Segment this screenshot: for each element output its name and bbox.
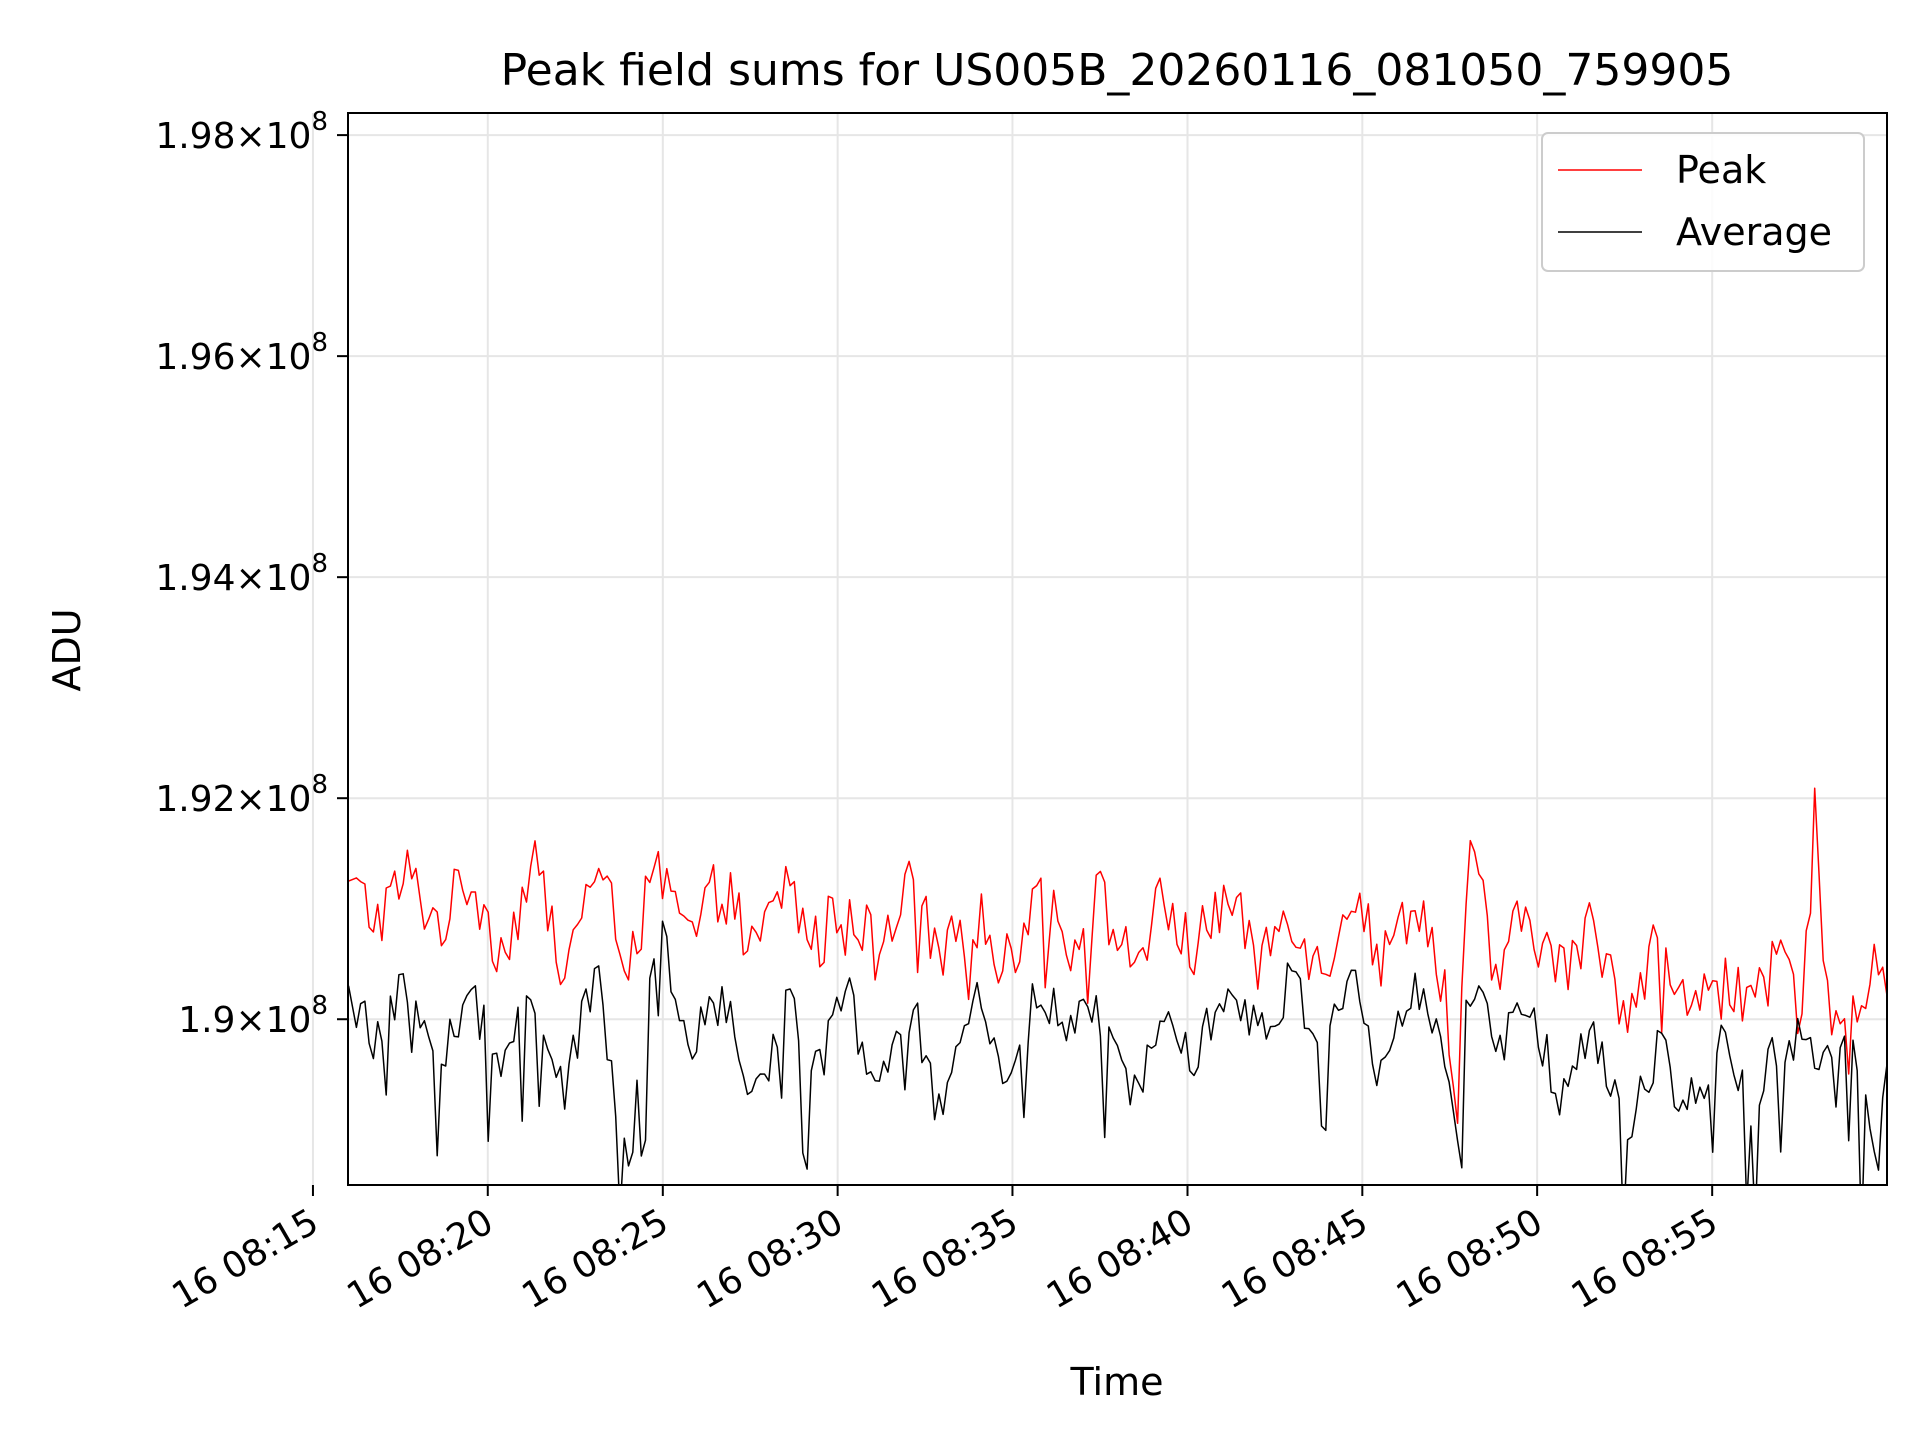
y-axis-label: ADU [45,608,89,691]
plot-frame [347,112,1888,1186]
y-tick-times: ×10 [235,337,311,378]
y-tick-mantissa: 1.92 [155,779,235,820]
series-group [348,787,1887,1185]
legend: Peak Average [1541,132,1865,272]
legend-box [1541,132,1865,272]
y-tick-times: ×10 [235,558,311,599]
y-tick-label: 1.94×108 [155,549,328,599]
y-tick-mantissa: 1.9 [178,1000,235,1041]
y-tick-exponent: 8 [311,107,328,137]
y-tick-exponent: 8 [311,770,328,800]
y-tick-exponent: 8 [311,328,328,358]
y-tick-mantissa: 1.98 [155,116,235,157]
y-tick-times: ×10 [235,116,311,157]
series-line-peak [348,787,1887,1125]
grid [311,113,1887,1185]
y-tick-times: ×10 [235,779,311,820]
y-tick-times: ×10 [235,1000,311,1041]
chart-title: Peak field sums for US005B_20260116_0810… [501,45,1734,96]
y-tick-label: 1.92×108 [155,770,328,820]
y-tick-label: 1.98×108 [155,107,328,157]
legend-peak-label: Peak [1676,148,1766,192]
series-line-average [348,920,1887,1185]
y-tick-exponent: 8 [311,991,328,1021]
y-tick-mantissa: 1.96 [155,337,235,378]
y-tick-label: 1.9×108 [178,991,328,1041]
x-axis-label: Time [1070,1360,1164,1404]
y-tick-exponent: 8 [311,549,328,579]
y-tick-mantissa: 1.94 [155,558,235,599]
y-tick-label: 1.96×108 [155,328,328,378]
legend-average-label: Average [1676,210,1832,254]
